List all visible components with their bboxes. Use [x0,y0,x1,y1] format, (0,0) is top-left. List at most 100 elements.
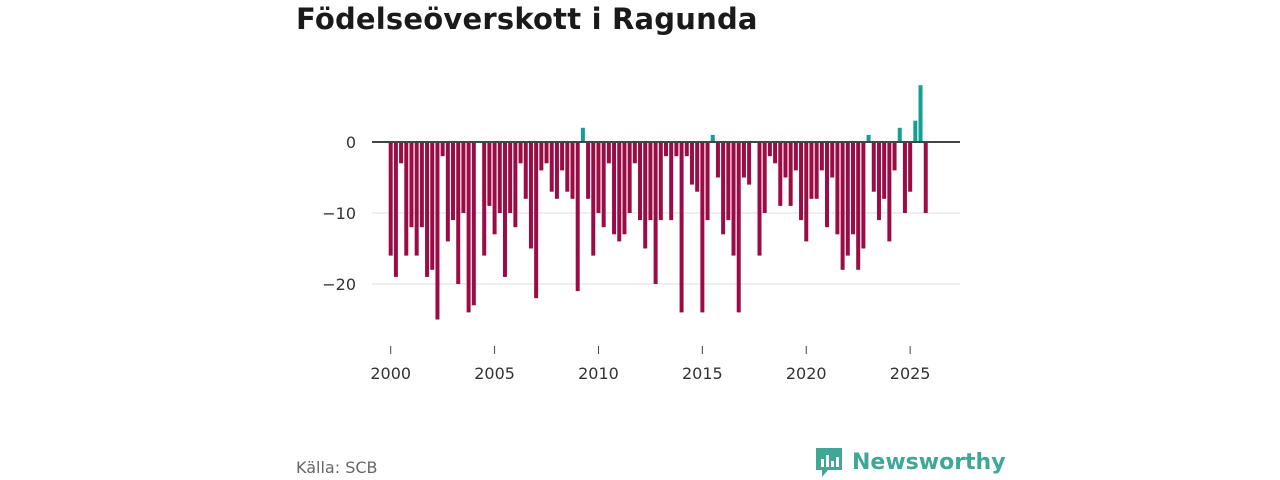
bar-negative [809,142,814,199]
bar-negative [819,142,824,171]
bar-negative [513,142,518,228]
bar-negative [773,142,778,164]
bar-negative [404,142,409,256]
bar-negative [549,142,554,192]
bar-negative [851,142,855,235]
bar-negative [606,142,611,164]
bar-negative [669,142,674,221]
bar-negative [887,142,892,242]
x-axis-ticks: 2000 2005 2010 2015 2020 2025 [370,346,930,383]
bar-negative [471,142,476,306]
bar-negative [565,142,570,192]
bar-negative [508,142,513,213]
bar-negative [414,142,419,256]
bar-negative [736,142,741,313]
bar-negative [664,142,668,157]
bar-negative [814,142,819,199]
bar-negative [778,142,783,206]
bar-negative [908,142,913,192]
bar-negative [902,142,907,213]
bar-negative [741,142,746,178]
bar-negative [586,142,591,199]
bar-negative [622,142,627,235]
bar-negative [409,142,414,228]
bar-positive [866,134,871,142]
bar-negative [528,142,533,249]
bar-negative [461,142,466,213]
bar-negative [393,142,398,277]
x-tick-label: 2015 [682,364,723,383]
bar-negative [731,142,736,256]
bar-negative [638,142,643,221]
bar-negative [726,142,731,221]
bar-negative [487,142,492,206]
x-tick-label: 2020 [786,364,827,383]
bar-negative [492,142,497,235]
bar-negative [762,142,767,213]
brand-logo: Newsworthy [814,446,1006,478]
bar-negative [399,142,404,164]
bar-negative [518,142,523,164]
y-tick-label: 0 [346,133,356,152]
bar-negative [923,142,928,213]
bar-negative [783,142,788,178]
bar-negative [591,142,596,256]
bar-negative [799,142,804,221]
bar-negative [502,142,507,277]
bar-negative [466,142,471,313]
bar-negative [892,142,897,171]
bar-positive [710,134,715,142]
bar-negative [845,142,850,256]
y-axis-ticks: 0 −10 −20 [322,133,356,294]
bar-negative [825,142,830,228]
bar-negative [793,142,798,171]
bar-negative [830,142,835,178]
bar-negative [596,142,601,213]
x-tick-label: 2000 [370,364,411,383]
bar-negative [388,142,393,256]
x-tick-label: 2010 [578,364,619,383]
bar-positive [580,127,585,142]
bar-negative [689,142,694,185]
bar-negative [705,142,710,221]
bar-negative [788,142,793,206]
bar-negative [534,142,539,299]
bar-positive [918,85,923,142]
bar-negative [653,142,658,284]
bar-negative [840,142,845,270]
bar-negative [627,142,632,213]
bar-negative [882,142,887,199]
y-tick-label: −10 [322,204,356,223]
bar-negative [695,142,700,192]
x-tick-label: 2025 [890,364,931,383]
bar-negative [435,142,440,320]
bar-negative [539,142,544,171]
bar-negative [632,142,637,164]
bar-positive [913,120,918,142]
bar-negative [715,142,720,178]
bar-negative [648,142,653,221]
brand-name: Newsworthy [852,449,1006,475]
bar-negative [721,142,726,235]
bar-negative [440,142,445,157]
bar-negative [684,142,689,157]
bar-negative [612,142,617,235]
bar-negative [425,142,430,277]
bar-negative [876,142,881,221]
x-tick-label: 2005 [474,364,515,383]
bar-negative [861,142,866,249]
bar-negative [767,142,772,157]
bar-negative [674,142,679,157]
chart-title: Födelseöverskott i Ragunda [296,2,758,36]
source-note: Källa: SCB [296,458,378,477]
bar-negative [835,142,840,235]
bar-negative [804,142,809,242]
bar-negative [856,142,861,270]
bar-negative [523,142,528,199]
bar-negative [617,142,622,242]
bars [388,85,928,320]
bar-negative [871,142,876,192]
newsworthy-icon [816,448,842,477]
bar-negative [544,142,549,164]
